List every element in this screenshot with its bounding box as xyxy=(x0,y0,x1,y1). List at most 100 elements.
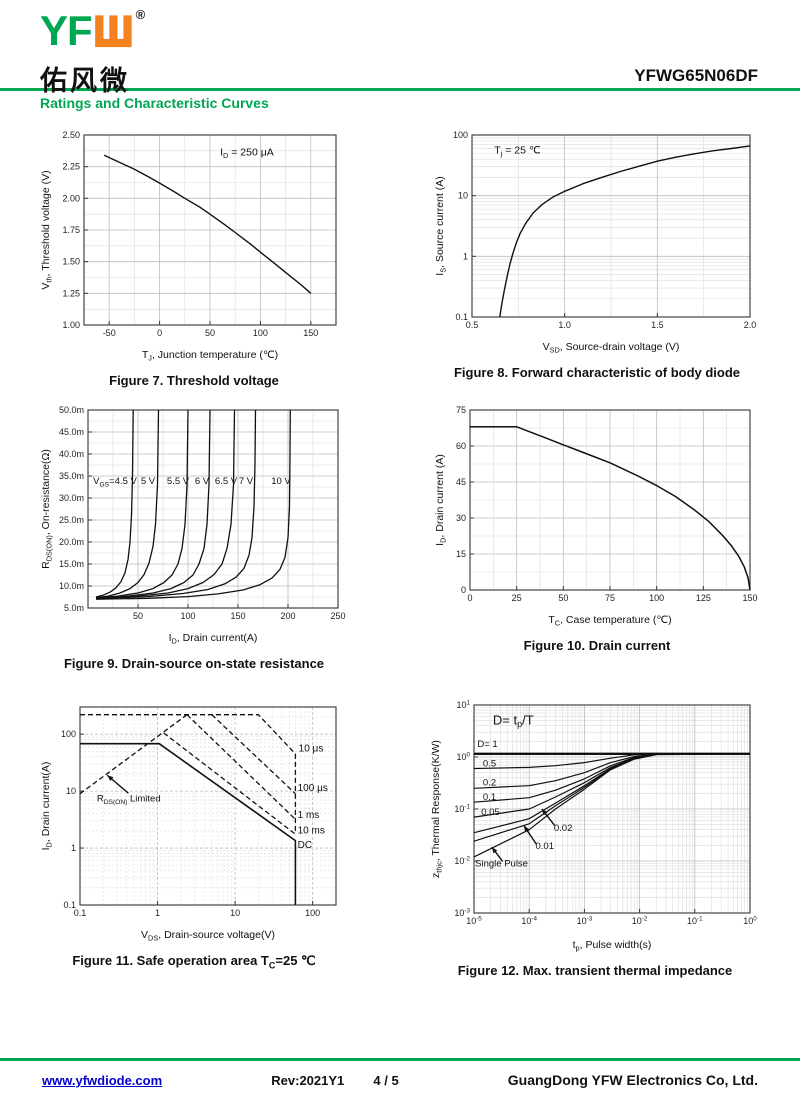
svg-text:1: 1 xyxy=(71,843,76,853)
svg-text:tp, Pulse width(s): tp, Pulse width(s) xyxy=(573,939,652,953)
svg-text:50: 50 xyxy=(558,593,568,603)
svg-text:IS, Source current (A): IS, Source current (A) xyxy=(434,176,448,275)
logo-chinese-text: 佑风微 xyxy=(40,66,130,96)
svg-text:60: 60 xyxy=(456,441,466,451)
svg-text:10-2: 10-2 xyxy=(454,855,470,866)
svg-text:25.0m: 25.0m xyxy=(59,515,84,525)
registered-mark: ® xyxy=(135,7,146,22)
svg-text:1: 1 xyxy=(463,251,468,261)
footer-divider xyxy=(0,1058,800,1061)
svg-text:10: 10 xyxy=(66,786,76,796)
svg-text:1 ms: 1 ms xyxy=(298,810,320,821)
logo-text-green: YF xyxy=(40,7,93,54)
svg-text:1.5: 1.5 xyxy=(651,320,664,330)
svg-text:VDS, Drain-source voltage(V): VDS, Drain-source voltage(V) xyxy=(141,929,275,943)
svg-text:zthjc, Thermal Response(K/W): zthjc, Thermal Response(K/W) xyxy=(430,740,444,878)
svg-text:0.02: 0.02 xyxy=(554,823,573,834)
svg-text:40.0m: 40.0m xyxy=(59,449,84,459)
threshold-voltage-chart: -50 0 50 100 150 1.00 1.25 1.50 1.75 2.00 2.25 2.50… xyxy=(40,130,337,363)
thermal-impedance-chart: 10-5 10-4 10-3 10-2 10-1 100 10-3 10-2 10-1 100 10… xyxy=(430,699,757,953)
svg-text:D= 1: D= 1 xyxy=(477,739,497,750)
svg-text:100: 100 xyxy=(61,729,76,739)
page-footer: www.yfwdiode.com Rev:2021Y1 4 / 5 GuangD… xyxy=(0,1058,800,1088)
svg-text:35.0m: 35.0m xyxy=(59,471,84,481)
website-link[interactable]: www.yfwdiode.com xyxy=(42,1073,163,1088)
svg-text:10: 10 xyxy=(458,191,468,201)
figure-11: 0.1 1 10 100 0.1 1 10 100 10 μs 100 μs 1 ms 10 ms DC… xyxy=(38,697,350,971)
svg-text:30: 30 xyxy=(456,513,466,523)
svg-text:75: 75 xyxy=(605,593,615,603)
svg-text:0.2: 0.2 xyxy=(483,778,496,789)
svg-text:0.1: 0.1 xyxy=(483,792,496,803)
part-number: YFWG65N06DF xyxy=(634,66,758,85)
svg-text:1.50: 1.50 xyxy=(62,257,80,267)
svg-text:0.1: 0.1 xyxy=(63,900,76,910)
svg-text:0.1: 0.1 xyxy=(74,908,87,918)
svg-text:10 V: 10 V xyxy=(271,476,291,487)
svg-text:0: 0 xyxy=(467,593,472,603)
svg-text:ID = 250 μA: ID = 250 μA xyxy=(220,146,274,160)
svg-text:100: 100 xyxy=(649,593,664,603)
svg-text:6.5 V: 6.5 V xyxy=(215,476,238,487)
drain-current-chart: 0 25 50 75 100 125 150 0 15 30 45 60 75 TC, Case temp… xyxy=(434,405,758,628)
svg-text:TJ, Junction temperature (℃): TJ, Junction temperature (℃) xyxy=(142,349,278,363)
svg-text:45.0m: 45.0m xyxy=(59,427,84,437)
svg-text:200: 200 xyxy=(280,611,295,621)
svg-text:10 ms: 10 ms xyxy=(298,826,325,837)
svg-text:15.0m: 15.0m xyxy=(59,559,84,569)
figure-7-caption: Figure 7. Threshold voltage xyxy=(109,373,279,388)
svg-text:10-1: 10-1 xyxy=(454,803,470,814)
svg-text:Single Pulse: Single Pulse xyxy=(475,859,528,870)
svg-text:10-2: 10-2 xyxy=(632,915,648,926)
svg-text:RDS(ON) Limited: RDS(ON) Limited xyxy=(97,793,161,806)
svg-text:125: 125 xyxy=(696,593,711,603)
svg-text:1.75: 1.75 xyxy=(62,225,80,235)
svg-text:0.5: 0.5 xyxy=(483,758,496,769)
svg-text:VSD, Source-drain voltage (V): VSD, Source-drain voltage (V) xyxy=(543,341,680,355)
svg-text:10.0m: 10.0m xyxy=(59,581,84,591)
svg-text:0: 0 xyxy=(157,328,162,338)
section-title: Ratings and Characteristic Curves xyxy=(40,95,269,111)
svg-text:0.1: 0.1 xyxy=(455,312,468,322)
svg-text:2.50: 2.50 xyxy=(62,130,80,140)
svg-text:5.5 V: 5.5 V xyxy=(167,476,190,487)
page-header: YF ® 佑风微 YFWG65N06DF xyxy=(0,0,800,96)
figure-9: 50 100 150 200 250 5.0m 10.0m 15.0m 20.0m 25.0m 30… xyxy=(38,402,350,671)
svg-text:10-3: 10-3 xyxy=(577,915,593,926)
svg-text:100: 100 xyxy=(743,915,757,926)
svg-text:2.25: 2.25 xyxy=(62,162,80,172)
svg-text:1: 1 xyxy=(155,908,160,918)
svg-text:0: 0 xyxy=(461,585,466,595)
svg-text:2.0: 2.0 xyxy=(744,320,757,330)
svg-text:100: 100 xyxy=(453,130,468,140)
company-logo: YF ® xyxy=(40,7,760,57)
svg-text:Vth, Threshold voltage (V): Vth, Threshold voltage (V) xyxy=(40,170,54,289)
figure-8-caption: Figure 8. Forward characteristic of body… xyxy=(453,365,741,380)
svg-text:10 μs: 10 μs xyxy=(299,743,324,754)
header-divider xyxy=(0,88,800,91)
safe-operation-area-chart: 0.1 1 10 100 0.1 1 10 100 10 μs 100 μs 1 ms 10 ms DC… xyxy=(40,706,337,943)
svg-text:150: 150 xyxy=(303,328,318,338)
company-name: GuangDong YFW Electronics Co, Ltd. xyxy=(507,1072,758,1088)
body-diode-chart: 0.5 1.0 1.5 2.0 0.1 1 10 100 Tj = 25 ℃ VSD, Sourc… xyxy=(434,130,757,355)
svg-text:10-3: 10-3 xyxy=(454,907,470,918)
svg-text:10-5: 10-5 xyxy=(466,915,482,926)
svg-text:0.01: 0.01 xyxy=(535,841,554,852)
svg-text:100 μs: 100 μs xyxy=(298,783,328,794)
svg-text:-50: -50 xyxy=(103,328,116,338)
svg-text:2.00: 2.00 xyxy=(62,193,80,203)
svg-text:30.0m: 30.0m xyxy=(59,493,84,503)
svg-text:D= tp/T: D= tp/T xyxy=(493,713,534,730)
on-resistance-chart: 50 100 150 200 250 5.0m 10.0m 15.0m 20.0m 25.0m 30… xyxy=(40,405,346,646)
svg-text:50.0m: 50.0m xyxy=(59,405,84,415)
svg-text:75: 75 xyxy=(456,405,466,415)
svg-text:50: 50 xyxy=(205,328,215,338)
svg-text:150: 150 xyxy=(742,593,757,603)
figure-7: -50 0 50 100 150 1.00 1.25 1.50 1.75 2.00 2.25 2.50… xyxy=(38,127,350,388)
svg-text:100: 100 xyxy=(456,751,470,762)
svg-text:Tj = 25 ℃: Tj = 25 ℃ xyxy=(494,144,541,158)
svg-text:6 V: 6 V xyxy=(195,476,210,487)
svg-text:100: 100 xyxy=(305,908,320,918)
svg-text:100: 100 xyxy=(253,328,268,338)
